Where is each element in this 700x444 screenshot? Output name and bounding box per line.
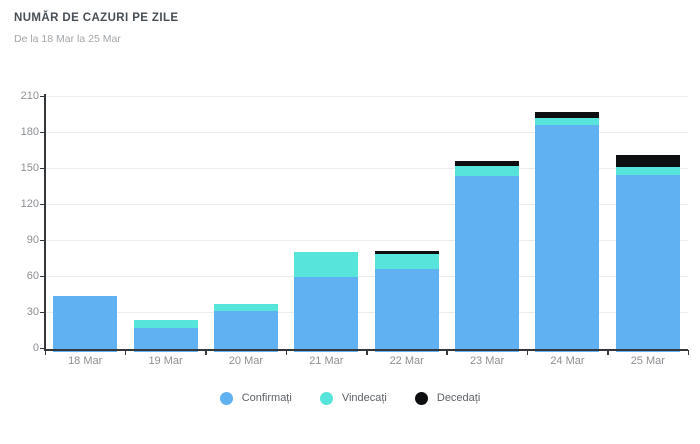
x-axis-tick [446, 350, 448, 355]
x-axis-label: 22 Mar [389, 355, 424, 367]
bar-segment-decedati[interactable] [455, 160, 520, 166]
gridline [45, 168, 688, 169]
legend-label: Confirmați [241, 392, 292, 404]
daily-cases-chart: 0 30 60 90 120 150 180 210 18 Mar 19 Mar 20 Mar 21 … [20, 90, 689, 367]
bar-segment-vindecati[interactable] [374, 254, 439, 269]
x-axis-tick [366, 350, 368, 355]
y-axis-label: 0 [32, 342, 39, 354]
y-axis-label: 90 [26, 234, 39, 246]
gridline [45, 132, 688, 133]
bar-segment-confirmati[interactable] [615, 175, 680, 352]
bar-segment-vindecati[interactable] [615, 166, 680, 176]
chart-legend: Confirmați Vindecați Decedați [0, 389, 700, 407]
bar-segment-vindecati[interactable] [455, 165, 520, 177]
y-axis-tick [40, 275, 45, 277]
bar-segment-confirmati[interactable] [455, 176, 520, 352]
legend-dot-icon [219, 391, 233, 405]
x-axis-label: 23 Mar [469, 355, 505, 367]
bar-segment-confirmati[interactable] [213, 310, 278, 352]
date-range-subtitle: De la 18 Mar la 25 Mar [14, 33, 121, 45]
x-axis-label: 21 Mar [309, 355, 344, 367]
y-axis-tick [40, 167, 45, 169]
bar-segment-confirmati[interactable] [374, 268, 439, 352]
y-axis-label: 210 [20, 90, 39, 102]
bar-segment-decedati[interactable] [535, 111, 600, 118]
gridline [45, 312, 688, 313]
y-axis-label: 60 [26, 270, 39, 282]
gridline [45, 204, 688, 205]
legend-dot-icon [319, 391, 333, 405]
x-axis-tick [285, 350, 288, 355]
y-axis-tick [40, 311, 45, 313]
page-title: NUMĂR DE CAZURI PE ZILE [14, 12, 179, 24]
x-axis-tick [44, 350, 46, 355]
y-axis-label: 150 [20, 162, 39, 174]
bar-22-mar[interactable] [374, 250, 439, 352]
legend-item-confirmati[interactable]: Confirmați [219, 391, 292, 405]
x-axis-line [44, 348, 688, 351]
bar-segment-confirmati[interactable] [535, 124, 600, 352]
legend-label: Decedați [436, 392, 481, 404]
y-axis-tick [40, 239, 45, 241]
legend-item-vindecati[interactable]: Vindecați [319, 391, 387, 405]
bar-segment-confirmati[interactable] [133, 327, 198, 352]
y-axis-label: 120 [20, 198, 39, 210]
y-axis-line [44, 94, 46, 349]
x-axis-label: 20 Mar [228, 355, 264, 367]
x-axis-label: 24 Mar [550, 355, 585, 367]
x-axis-tick [526, 350, 529, 355]
x-axis-tick [607, 350, 609, 355]
gridline [45, 276, 688, 277]
bar-23-mar[interactable] [455, 160, 520, 352]
bar-18-mar[interactable] [53, 296, 118, 352]
bar-segment-decedati[interactable] [615, 154, 680, 167]
x-axis-label: 19 Mar [148, 355, 183, 367]
legend-label: Vindecați [341, 392, 387, 404]
bar-segment-decedati[interactable] [374, 250, 439, 255]
bar-segment-vindecati[interactable] [133, 320, 198, 328]
gridline [45, 240, 688, 241]
bar-segment-vindecati[interactable] [535, 117, 600, 125]
y-axis-tick [40, 347, 45, 349]
x-axis-tick [205, 350, 207, 355]
x-axis-tick [124, 350, 127, 355]
y-axis-tick [40, 95, 45, 97]
legend-dot-icon [414, 391, 428, 405]
gridline [45, 96, 688, 97]
y-axis-tick [40, 203, 45, 205]
bar-segment-confirmati[interactable] [53, 296, 118, 352]
bar-19-mar[interactable] [133, 320, 198, 352]
bar-20-mar[interactable] [213, 303, 278, 352]
bar-segment-vindecati[interactable] [213, 303, 278, 311]
x-axis-label: 25 Mar [630, 355, 665, 367]
y-axis-tick [40, 131, 45, 133]
x-axis-tick [687, 350, 689, 355]
bar-21-mar[interactable] [294, 252, 359, 352]
bar-segment-vindecati[interactable] [294, 252, 359, 278]
bar-25-mar[interactable] [615, 154, 680, 352]
bar-segment-confirmati[interactable] [294, 277, 359, 352]
y-axis-label: 180 [20, 126, 39, 138]
y-axis-label: 30 [26, 306, 39, 318]
legend-item-decedati[interactable]: Decedați [414, 391, 481, 405]
bar-24-mar[interactable] [535, 111, 600, 352]
x-axis-label: 18 Mar [68, 355, 103, 367]
